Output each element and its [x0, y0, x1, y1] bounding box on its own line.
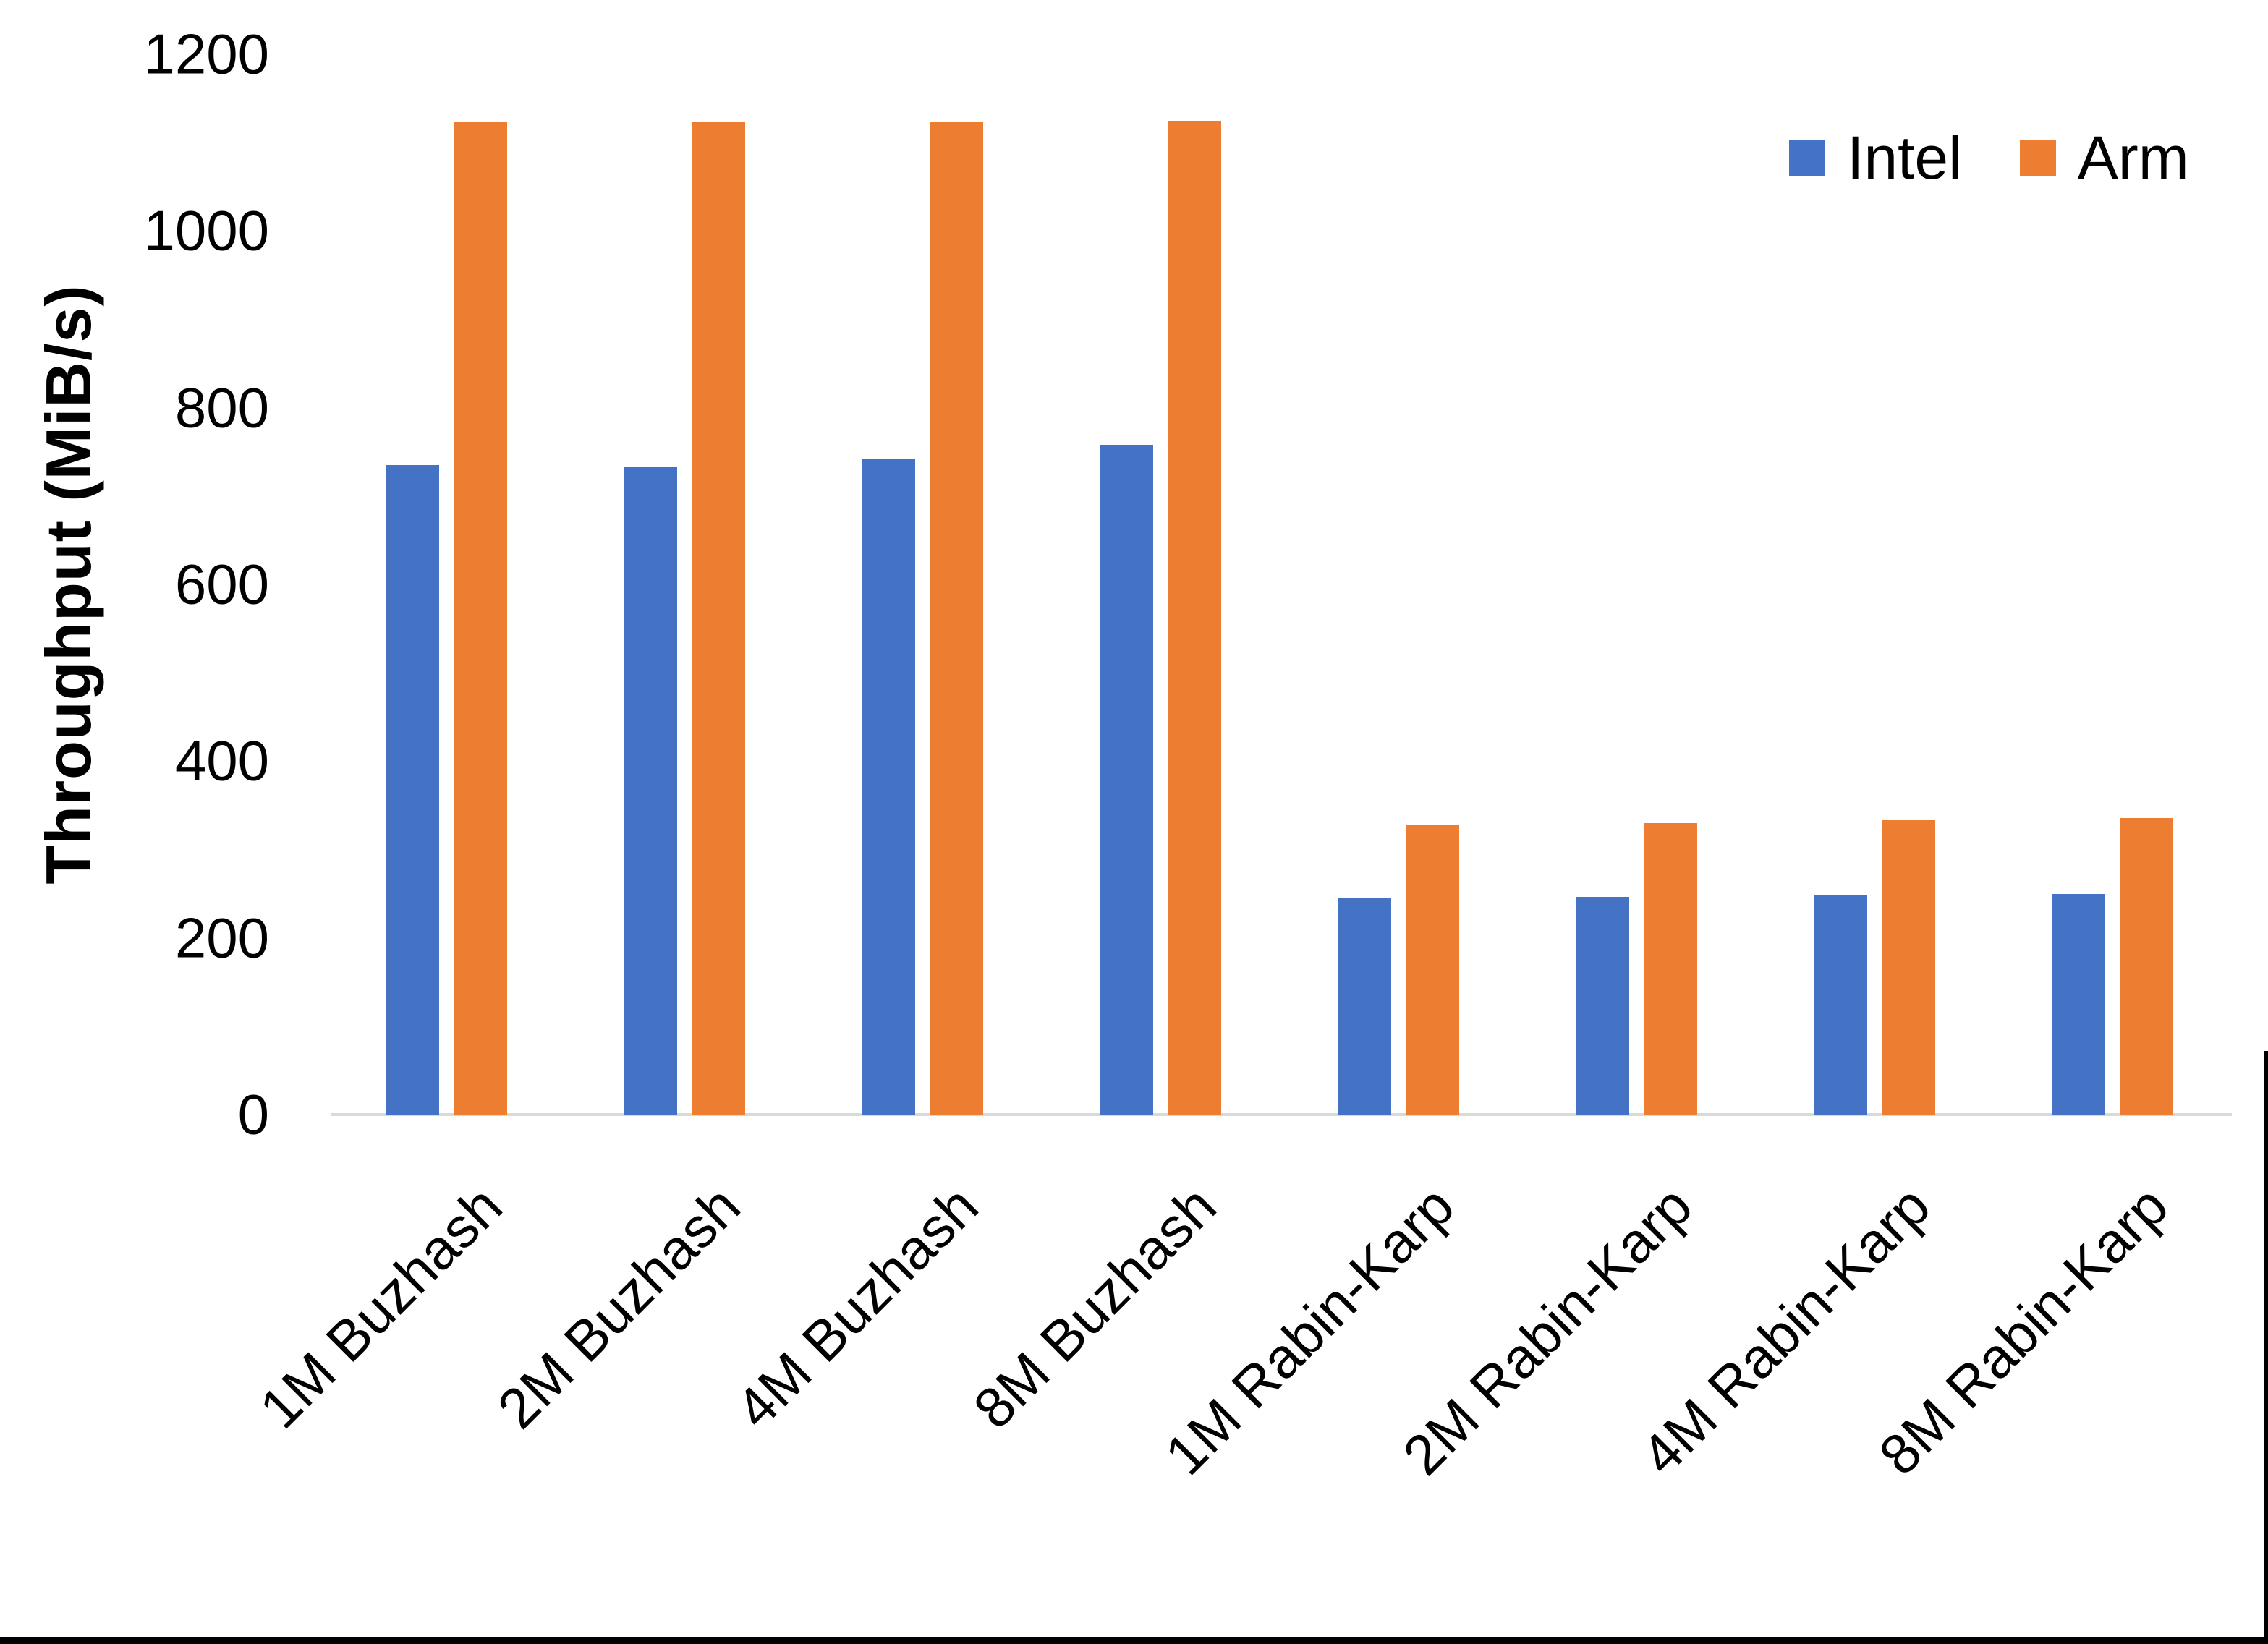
bar-arm-2m-rabin-karp — [1644, 823, 1697, 1115]
bar-intel-2m-rabin-karp — [1576, 897, 1629, 1115]
page-bottom-border — [0, 1637, 2268, 1644]
bar-arm-2m-buzhash — [692, 122, 745, 1115]
bar-intel-1m-rabin-karp — [1338, 898, 1391, 1115]
x-category-label-1m-buzhash: 1M Buzhash — [247, 1173, 514, 1441]
legend-item-arm: Arm — [2019, 123, 2189, 193]
bar-intel-8m-buzhash — [1100, 445, 1153, 1115]
x-category-label-2m-buzhash: 2M Buzhash — [485, 1173, 752, 1441]
bar-intel-4m-buzhash — [862, 459, 915, 1115]
y-tick-label-1200: 1200 — [143, 22, 269, 86]
page-right-border — [2264, 1051, 2268, 1644]
bar-arm-1m-buzhash — [454, 122, 507, 1115]
x-category-label-8m-buzhash: 8M Buzhash — [961, 1173, 1228, 1441]
legend-swatch-intel — [1789, 140, 1825, 176]
legend-label-arm: Arm — [2077, 124, 2189, 192]
bar-intel-4m-rabin-karp — [1814, 895, 1867, 1115]
legend-label-intel: Intel — [1847, 124, 1962, 192]
bar-arm-1m-rabin-karp — [1406, 825, 1459, 1115]
bar-arm-4m-buzhash — [930, 122, 983, 1115]
x-category-label-4m-buzhash: 4M Buzhash — [723, 1173, 990, 1441]
y-tick-label-1000: 1000 — [143, 198, 269, 263]
y-tick-label-600: 600 — [174, 552, 269, 616]
x-axis-line — [331, 1113, 2232, 1116]
legend: Intel Arm — [1789, 123, 2189, 193]
legend-item-intel: Intel — [1789, 123, 1962, 193]
bar-intel-1m-buzhash — [386, 465, 439, 1115]
bar-intel-8m-rabin-karp — [2052, 894, 2105, 1115]
bar-intel-2m-buzhash — [624, 467, 677, 1115]
bar-arm-4m-rabin-karp — [1882, 820, 1935, 1115]
legend-swatch-arm — [2019, 140, 2056, 176]
y-tick-label-200: 200 — [174, 906, 269, 970]
y-tick-label-800: 800 — [174, 375, 269, 440]
bar-arm-8m-buzhash — [1168, 121, 1221, 1115]
y-tick-label-400: 400 — [174, 728, 269, 793]
y-tick-label-0: 0 — [237, 1082, 269, 1146]
bar-arm-8m-rabin-karp — [2120, 818, 2173, 1115]
